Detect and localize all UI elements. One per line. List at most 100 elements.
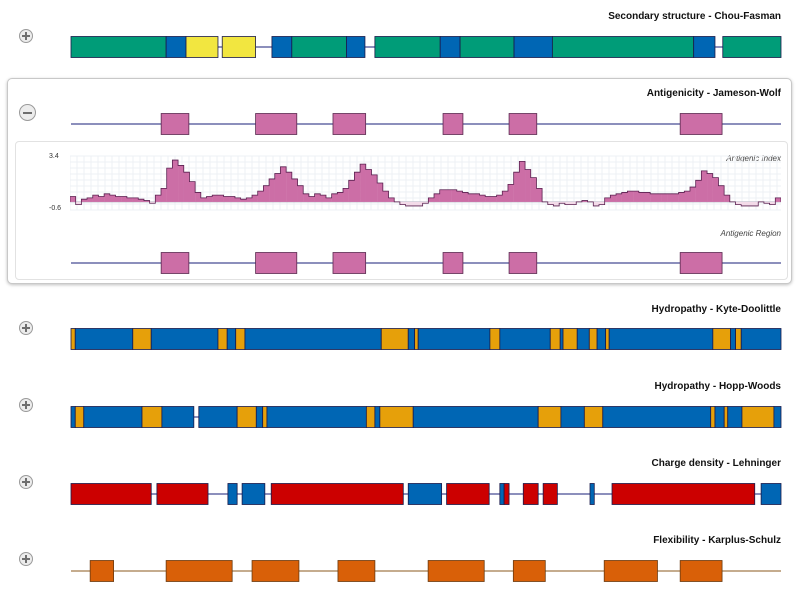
index-bar bbox=[382, 191, 389, 202]
segment-antigenic-region bbox=[332, 252, 367, 274]
chou-fasman-title: Secondary structure - Chou-Fasman bbox=[608, 11, 781, 22]
segment-orange bbox=[141, 406, 163, 428]
index-bar bbox=[621, 192, 628, 202]
index-bar bbox=[644, 192, 651, 202]
index-bar bbox=[104, 193, 111, 202]
expand-lehninger-icon[interactable] bbox=[19, 475, 33, 489]
expand-karplus-schulz-icon[interactable] bbox=[19, 552, 33, 566]
segment-antigenic-region bbox=[442, 113, 464, 135]
index-bar bbox=[161, 188, 167, 202]
index-bar bbox=[462, 192, 469, 202]
segment-blue bbox=[150, 328, 219, 350]
index-bar bbox=[348, 180, 355, 202]
index-bar bbox=[553, 201, 560, 206]
segment-orange bbox=[741, 406, 775, 428]
segment-antigenic-region bbox=[442, 252, 464, 274]
segment-red bbox=[503, 483, 510, 505]
index-bar bbox=[536, 188, 543, 202]
index-bar bbox=[604, 197, 611, 202]
index-bar bbox=[456, 191, 463, 202]
index-bar bbox=[252, 195, 258, 202]
segment-green bbox=[374, 36, 441, 58]
index-bar bbox=[485, 196, 492, 202]
segment-blue bbox=[589, 483, 595, 505]
kyte-doolittle-track bbox=[70, 328, 782, 350]
index-bar bbox=[547, 201, 554, 205]
segment-orange bbox=[217, 328, 228, 350]
index-bar bbox=[530, 177, 537, 202]
index-bar bbox=[672, 193, 679, 202]
segment-dark_orange bbox=[427, 560, 485, 582]
index-bar bbox=[388, 197, 395, 202]
segment-blue bbox=[70, 406, 76, 428]
segment-orange bbox=[70, 328, 76, 350]
expand-chou-fasman-icon[interactable] bbox=[19, 29, 33, 43]
segment-orange bbox=[379, 406, 414, 428]
segment-green bbox=[722, 36, 782, 58]
segment-dark_orange bbox=[337, 560, 376, 582]
segment-yellow bbox=[185, 36, 219, 58]
kyte-doolittle-title: Hydropathy - Kyte-Doolittle bbox=[651, 304, 781, 315]
index-bar bbox=[559, 201, 566, 204]
segment-antigenic-region bbox=[255, 113, 298, 135]
segment-green bbox=[459, 36, 515, 58]
index-bar bbox=[149, 201, 156, 204]
index-bar bbox=[638, 192, 645, 202]
expand-hopp-woods-icon[interactable] bbox=[19, 398, 33, 412]
segment-orange bbox=[583, 406, 604, 428]
index-bar bbox=[633, 191, 639, 202]
segment-blue bbox=[596, 328, 607, 350]
index-bar bbox=[377, 183, 384, 202]
index-bar bbox=[416, 201, 423, 206]
segment-green bbox=[70, 36, 167, 58]
antigenic-region-label: Antigenic Region bbox=[720, 229, 781, 238]
segment-red bbox=[611, 483, 756, 505]
index-bar bbox=[689, 187, 696, 202]
index-bar bbox=[98, 196, 105, 202]
segment-dark_orange bbox=[251, 560, 300, 582]
chou-fasman-track bbox=[70, 36, 782, 58]
index-bar bbox=[308, 196, 315, 202]
segment-orange bbox=[74, 406, 85, 428]
index-bar bbox=[132, 197, 139, 202]
index-bar bbox=[661, 193, 668, 202]
index-bar bbox=[126, 197, 133, 202]
segment-orange bbox=[588, 328, 598, 350]
segment-orange bbox=[562, 328, 578, 350]
index-bar bbox=[695, 180, 702, 202]
index-bar bbox=[172, 160, 179, 202]
index-bar bbox=[325, 197, 332, 202]
index-bar bbox=[519, 161, 526, 202]
index-bar bbox=[405, 201, 412, 206]
segment-red bbox=[522, 483, 539, 505]
index-bar bbox=[195, 192, 202, 202]
expand-kyte-doolittle-icon[interactable] bbox=[19, 321, 33, 335]
index-bar bbox=[274, 173, 281, 202]
segment-antigenic-region bbox=[255, 252, 298, 274]
index-bar bbox=[320, 195, 327, 202]
segment-blue bbox=[346, 36, 366, 58]
index-bar bbox=[115, 196, 122, 202]
segment-green bbox=[291, 36, 347, 58]
index-bar bbox=[371, 174, 378, 202]
index-bar bbox=[434, 193, 440, 202]
segment-orange bbox=[236, 406, 257, 428]
segment-blue bbox=[576, 328, 590, 350]
index-bar bbox=[712, 177, 719, 202]
antigenic-index-label: Antigenic Index bbox=[726, 154, 781, 163]
index-bar bbox=[365, 169, 372, 202]
segment-orange bbox=[235, 328, 246, 350]
collapse-jameson-wolf-icon[interactable] bbox=[19, 104, 36, 121]
segment-blue bbox=[727, 406, 743, 428]
index-bar bbox=[564, 201, 571, 205]
segment-antigenic-region bbox=[160, 252, 190, 274]
index-bar bbox=[87, 197, 93, 202]
index-bar bbox=[229, 196, 236, 202]
index-bar bbox=[496, 195, 503, 202]
index-bar bbox=[399, 201, 406, 205]
index-bar bbox=[769, 201, 776, 205]
index-bar bbox=[707, 173, 713, 202]
segment-blue bbox=[227, 483, 238, 505]
index-bar bbox=[701, 170, 708, 202]
index-bar bbox=[718, 185, 725, 202]
